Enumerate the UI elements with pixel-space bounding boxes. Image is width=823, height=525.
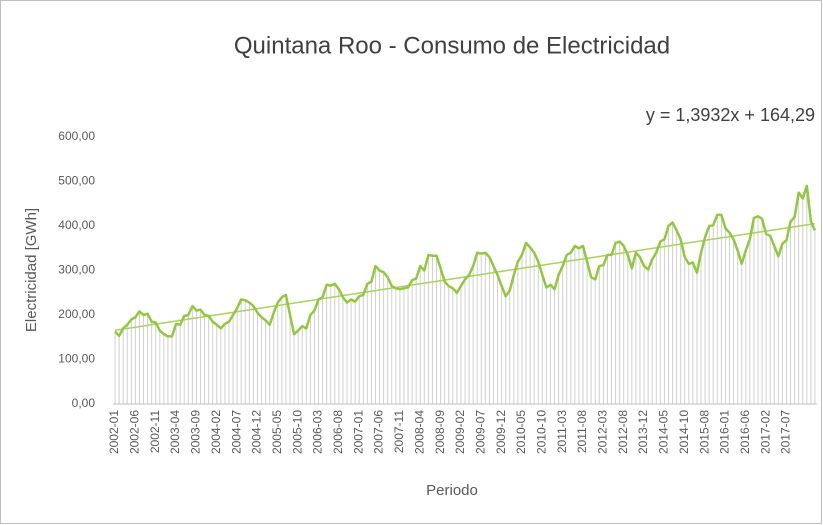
- chart-title: Quintana Roo - Consumo de Electricidad: [234, 32, 670, 59]
- x-tick-label: 2005-05: [270, 410, 284, 454]
- x-tick-label: 2002-11: [148, 410, 162, 453]
- data-line: [114, 184, 817, 338]
- x-tick-label: 2006-08: [331, 410, 345, 454]
- x-axis-title: Periodo: [426, 482, 478, 499]
- x-tick-label: 2012-08: [616, 410, 630, 454]
- x-tick-label: 2003-04: [168, 410, 182, 454]
- trendline: [114, 222, 816, 332]
- x-tick-label: 2003-09: [189, 410, 203, 454]
- y-tick-label: 300,00: [58, 263, 95, 277]
- x-tick-label: 2012-03: [596, 410, 610, 454]
- x-tick-label: 2004-12: [250, 410, 264, 454]
- x-tick-label: 2008-09: [433, 410, 447, 454]
- x-tick-label: 2002-01: [107, 410, 121, 454]
- x-tick-label: 2010-10: [534, 410, 548, 454]
- x-tick-label: 2004-07: [229, 410, 243, 454]
- x-tick-label: 2011-03: [555, 410, 569, 453]
- x-tick-label: 2007-11: [392, 410, 406, 453]
- y-tick-label: 600,00: [58, 129, 95, 143]
- y-tick-label: 100,00: [58, 352, 95, 366]
- x-tick-label: 2009-12: [494, 410, 508, 454]
- x-tick-label: 2006-03: [311, 410, 325, 454]
- y-tick-label: 0,00: [72, 396, 96, 410]
- x-tick-label: 2010-05: [514, 410, 528, 454]
- x-tick-label: 2005-10: [290, 410, 304, 454]
- y-tick-label: 500,00: [58, 174, 95, 188]
- trendline-label: y = 1,3932x + 164,29: [646, 105, 815, 125]
- y-tick-label: 200,00: [58, 307, 95, 321]
- x-tick-label: 2002-06: [128, 410, 142, 454]
- x-tick-label: 2014-05: [657, 410, 671, 454]
- x-tick-label: 2013-12: [636, 410, 650, 454]
- x-tick-label: 2004-02: [209, 410, 223, 454]
- x-tick-label: 2011-08: [575, 410, 589, 453]
- y-axis-title: Electricidad [GWh]: [23, 208, 40, 332]
- x-tick-label: 2016-01: [718, 410, 732, 454]
- x-tick-label: 2009-07: [473, 410, 487, 454]
- x-tick-label: 2015-08: [697, 410, 711, 454]
- x-tick-label: 2014-10: [677, 410, 691, 454]
- y-tick-label: 400,00: [58, 218, 95, 232]
- x-tick-label: 2009-02: [453, 410, 467, 454]
- x-tick-label: 2017-07: [779, 410, 793, 454]
- x-tick-label: 2007-01: [351, 410, 365, 454]
- x-tick-label: 2017-02: [758, 410, 772, 454]
- x-tick-label: 2016-06: [738, 410, 752, 454]
- x-tick-label: 2008-04: [412, 410, 426, 454]
- x-tick-label: 2007-06: [372, 410, 386, 454]
